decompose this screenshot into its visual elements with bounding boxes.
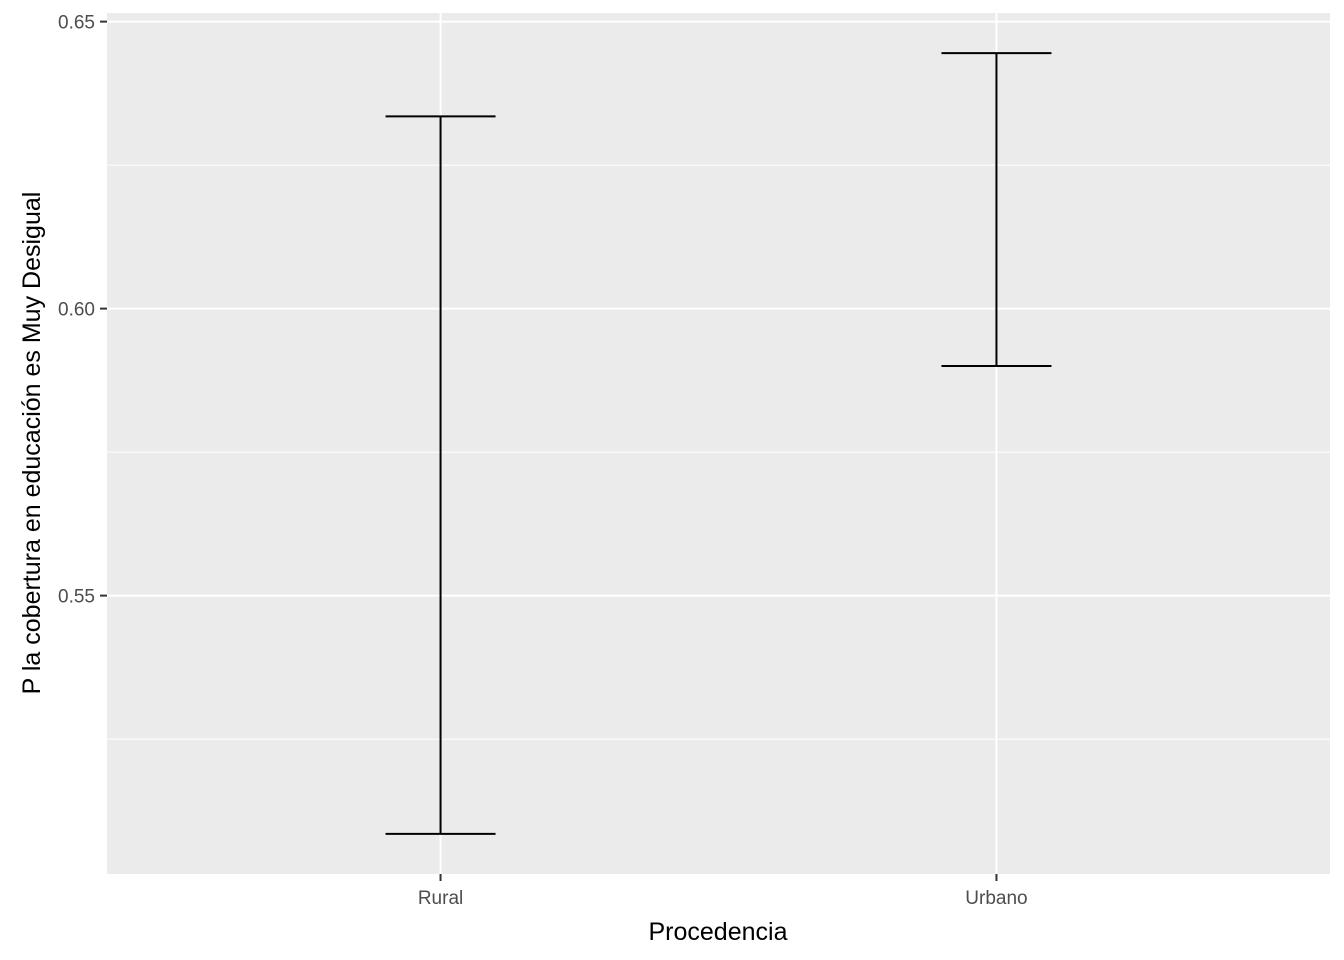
x-axis-title: Procedencia (649, 918, 788, 946)
y-tick-label: 0.60 (58, 300, 95, 321)
y-tick-label: 0.65 (58, 13, 95, 34)
axes: 0.55 0.60 0.65 Rural Urbano (58, 13, 1028, 909)
y-axis-title: P la cobertura en educación es Muy Desig… (18, 192, 46, 695)
minor-gridlines (107, 164, 1330, 740)
plot-panel (107, 13, 1330, 874)
error-bar-urbano (941, 52, 1052, 368)
x-tick-label: Rural (418, 888, 463, 909)
y-tick-label: 0.55 (58, 587, 95, 608)
error-bar-rural (385, 115, 496, 835)
error-bars (385, 52, 1052, 835)
x-tick-label: Urbano (965, 888, 1027, 909)
